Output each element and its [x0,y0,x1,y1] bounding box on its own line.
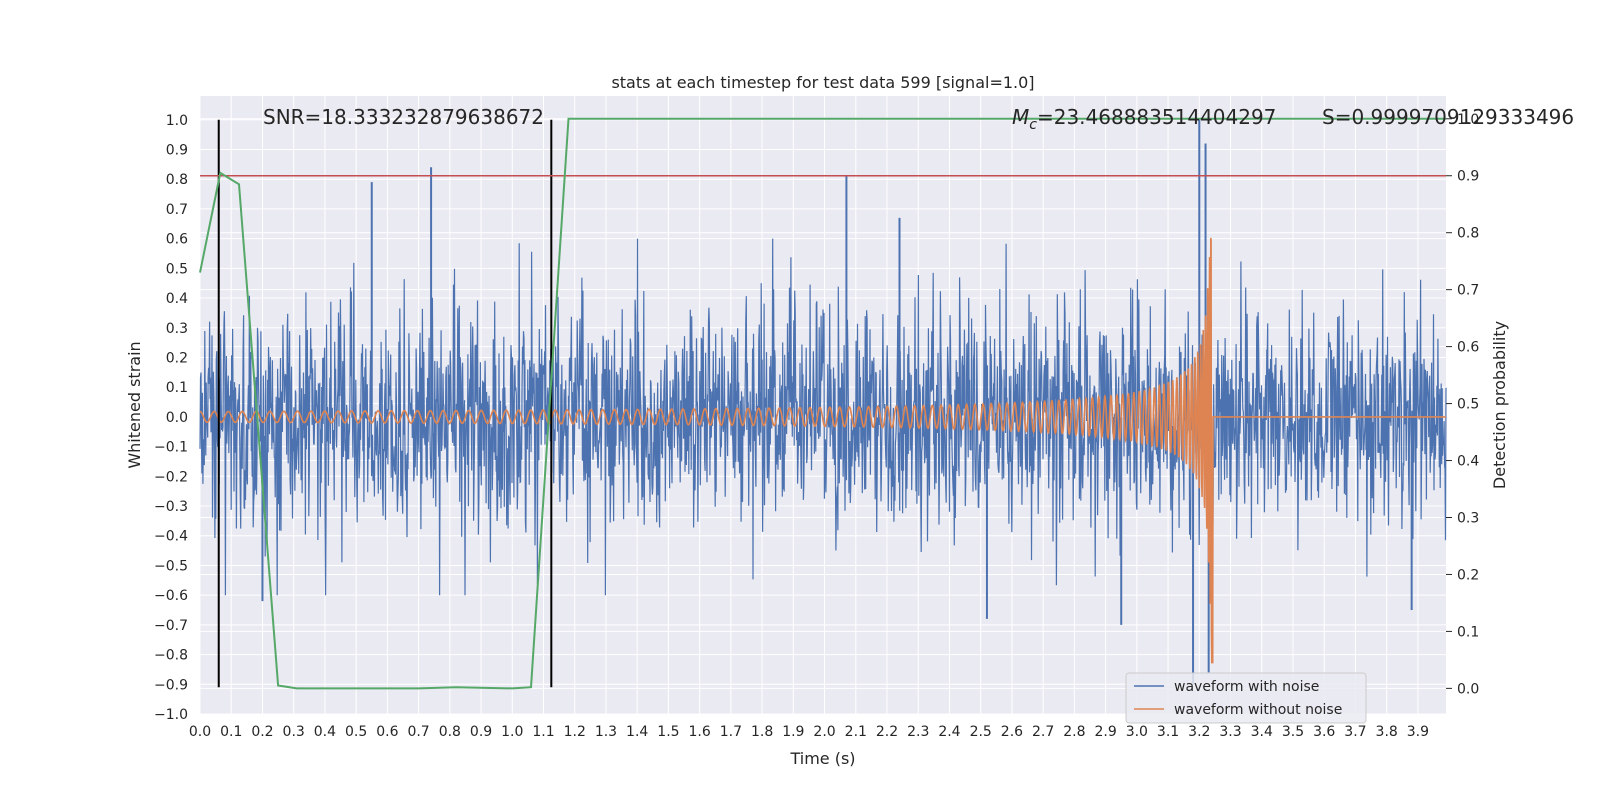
y-tick-label: 0.2 [166,350,188,366]
y-tick-label: −0.4 [154,529,188,545]
y-tick-label: −0.5 [154,558,188,574]
x-tick-label: 2.1 [845,724,867,740]
y-tick-label: 1.0 [166,113,188,129]
legend-label-clean: waveform without noise [1174,702,1342,718]
x-tick-label: 0.0 [189,724,211,740]
x-tick-label: 0.4 [314,724,336,740]
x-tick-label: 1.5 [657,724,679,740]
y-tick-label: 0.4 [166,291,188,307]
y-right-tick-label: 0.9 [1457,169,1479,185]
y-tick-label: 0.0 [166,410,188,426]
legend: waveform with noise waveform without noi… [1125,672,1367,724]
x-tick-label: 0.3 [283,724,305,740]
x-tick-label: 0.9 [470,724,492,740]
x-tick-label: 1.4 [626,724,648,740]
chirp-mass-annotation: Mc=23.468883514404297 [1012,105,1276,133]
y-tick-label: −0.1 [154,440,188,456]
y-tick-label: −0.8 [154,648,188,664]
x-tick-label: 3.9 [1407,724,1429,740]
x-tick-label: 0.2 [251,724,273,740]
x-tick-label: 1.1 [532,724,554,740]
y-right-tick-label: 1.0 [1457,112,1479,128]
x-tick-label: 3.8 [1376,724,1398,740]
y-right-tick-label: 0.4 [1457,454,1479,470]
y-right-tick-labels: 0.0 0.1 0.2 0.3 0.4 0.5 0.6 0.7 0.8 0.9 1.0 [1446,112,1479,697]
y-tick-label: 0.9 [166,142,188,158]
chart-title: stats at each timestep for test data 599… [611,73,1034,92]
x-tick-label: 2.6 [1001,724,1023,740]
s-annotation: S=0.9999709129333496 [1322,105,1574,129]
chirp-mass-symbol: M [1012,105,1029,129]
y-tick-label: −0.7 [154,618,188,634]
x-tick-label: 0.8 [439,724,461,740]
y-tick-label: 0.6 [166,232,188,248]
x-tick-label: 3.6 [1313,724,1335,740]
x-tick-label: 2.8 [1063,724,1085,740]
x-tick-label: 2.5 [970,724,992,740]
y-tick-labels: −1.0 −0.9 −0.8 −0.7 −0.6 −0.5 −0.4 −0.3 −0.2 −0.1… [154,113,188,723]
x-tick-labels: 0.0 0.1 0.2 0.3 0.4 0.5 0.6 0.7 0.8 0.9 1.0 1.1 1.2 1… [189,724,1429,740]
y-right-tick-label: 0.5 [1457,397,1479,413]
x-tick-label: 1.0 [501,724,523,740]
y-tick-label: −1.0 [154,707,188,723]
x-tick-label: 0.5 [345,724,367,740]
y-tick-label: 0.3 [166,321,188,337]
chirp-line [199,237,1446,664]
y-tick-label: −0.2 [154,469,188,485]
x-tick-label: 1.7 [720,724,742,740]
detection-probability-line [199,117,1446,690]
x-tick-label: 1.9 [782,724,804,740]
x-tick-label: 0.6 [376,724,398,740]
y-tick-label: −0.9 [154,677,188,693]
overlay [199,117,1446,690]
x-tick-label: 2.7 [1032,724,1054,740]
chirp-mass-value: =23.468883514404297 [1037,105,1276,129]
x-tick-label: 1.8 [751,724,773,740]
x-tick-label: 0.1 [220,724,242,740]
legend-box [1125,672,1367,724]
x-tick-label: 2.4 [938,724,960,740]
y-tick-label: −0.3 [154,499,188,515]
y-tick-label: 0.1 [166,380,188,396]
x-tick-label: 1.6 [689,724,711,740]
x-tick-label: 1.3 [595,724,617,740]
y-tick-label: 0.5 [166,261,188,277]
y-right-tick-label: 0.1 [1457,624,1479,640]
x-tick-label: 2.0 [813,724,835,740]
snr-annotation: SNR=18.333232879638672 [263,105,544,129]
x-tick-label: 3.1 [1157,724,1179,740]
y-tick-label: 0.7 [166,202,188,218]
y-right-tick-label: 0.8 [1457,226,1479,242]
x-tick-label: 3.0 [1126,724,1148,740]
x-tick-label: 2.3 [907,724,929,740]
x-tick-label: 3.5 [1282,724,1304,740]
x-tick-label: 0.7 [407,724,429,740]
x-tick-label: 1.2 [564,724,586,740]
legend-label-noise: waveform with noise [1174,679,1319,695]
y-axis-label: Whitened strain [125,341,144,468]
y-right-tick-label: 0.2 [1457,567,1479,583]
chirp-mass-subscript: c [1029,117,1037,133]
y-right-tick-label: 0.3 [1457,510,1479,526]
y-tick-label: 0.8 [166,172,188,188]
x-tick-label: 3.7 [1344,724,1366,740]
y-right-tick-label: 0.7 [1457,283,1479,299]
x-tick-label: 3.2 [1188,724,1210,740]
x-tick-label: 2.9 [1094,724,1116,740]
y-right-axis-label: Detection probability [1490,321,1509,489]
noise-line [199,238,1447,596]
x-axis-label: Time (s) [789,749,855,768]
x-tick-label: 3.3 [1219,724,1241,740]
y-tick-label: −0.6 [154,588,188,604]
x-tick-label: 2.2 [876,724,898,740]
x-tick-label: 3.4 [1251,724,1273,740]
series-waveform-without-noise [199,237,1446,664]
y-right-tick-label: 0.6 [1457,340,1479,356]
y-right-tick-label: 0.0 [1457,681,1479,697]
